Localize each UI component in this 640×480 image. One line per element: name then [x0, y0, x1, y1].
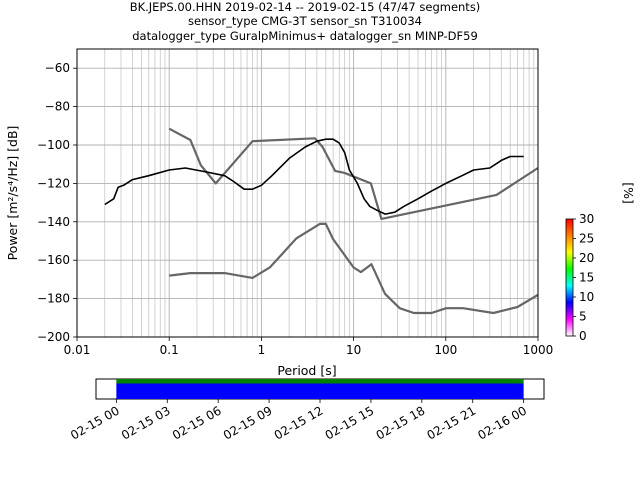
x-tick-label: 0.01 — [64, 343, 91, 357]
x-axis-ticks: 0.01 0.1 1 10 100 1000 — [64, 337, 554, 357]
timeline-bar — [116, 379, 524, 384]
y-tick-label: −140 — [37, 215, 70, 229]
chart-title-line-3: datalogger_type GuralpMinimus+ datalogge… — [132, 29, 478, 43]
noise-model-lines — [104, 127, 538, 315]
x-tick-label: 1000 — [523, 343, 554, 357]
y-tick-label: −200 — [37, 330, 70, 344]
colorbar-tick-label: 20 — [579, 251, 594, 265]
colorbar-tick-label: 25 — [579, 232, 594, 246]
x-tick-label: 10 — [346, 343, 361, 357]
y-tick-label: −120 — [37, 176, 70, 190]
timeline-bars — [116, 379, 524, 399]
colorbar-ticks: 0 5 10 15 20 25 30 — [573, 212, 594, 343]
grid-lines — [76, 49, 539, 338]
chart-title-line-1: BK.JEPS.00.HHN 2019-02-14 -- 2019-02-15 … — [130, 0, 481, 14]
y-tick-label: −180 — [37, 292, 70, 306]
timeline-tick-label: 02-16 00 — [475, 403, 529, 442]
timeline-tick-label: 02-15 00 — [68, 403, 122, 442]
y-tick-label: −100 — [37, 138, 70, 152]
y-tick-label: −60 — [45, 61, 70, 75]
colorbar — [565, 218, 574, 337]
x-tick-label: 1 — [258, 343, 266, 357]
x-tick-label: 100 — [434, 343, 457, 357]
timeline-tick-label: 02-15 06 — [170, 403, 224, 442]
timeline-tick-label: 02-15 21 — [425, 403, 479, 442]
y-tick-label: −160 — [37, 253, 70, 267]
y-axis-ticks: −60 −80 −100 −120 −140 −160 −180 −200 — [37, 61, 77, 344]
mode-line — [104, 138, 524, 215]
timeline-tick-label: 02-15 09 — [221, 403, 275, 442]
colorbar-tick-label: 15 — [579, 271, 594, 285]
plot-area — [77, 49, 538, 337]
timeline-tick-label: 02-15 18 — [374, 403, 428, 442]
y-axis-label: Power [m²/s⁴/Hz] [dB] — [5, 126, 20, 261]
timeline-tick-label: 02-15 12 — [272, 403, 326, 442]
timeline-bar — [116, 383, 524, 399]
timeline-tick-label: 02-15 03 — [119, 403, 173, 442]
plot-frame — [76, 48, 539, 338]
timeline-tick-label: 02-15 15 — [323, 403, 377, 442]
chart-title-line-2: sensor_type CMG-3T sensor_sn T310034 — [188, 14, 422, 28]
colorbar-label: [%] — [621, 182, 636, 204]
x-axis-label: Period [s] — [277, 363, 336, 378]
colorbar-tick-label: 5 — [579, 310, 587, 324]
high-noise-model-line — [168, 127, 538, 220]
low-noise-model-line — [169, 222, 538, 315]
colorbar-tick-label: 30 — [579, 212, 594, 226]
colorbar-tick-label: 0 — [579, 329, 587, 343]
colorbar-tick-label: 10 — [579, 290, 594, 304]
y-tick-label: −80 — [45, 100, 70, 114]
x-tick-label: 0.1 — [160, 343, 179, 357]
